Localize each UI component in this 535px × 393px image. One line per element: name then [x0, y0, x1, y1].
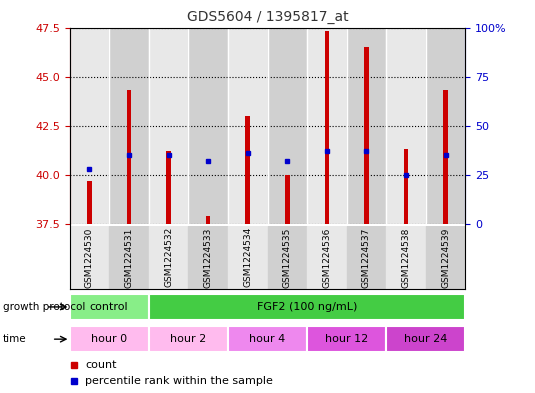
Text: count: count	[86, 360, 117, 370]
Bar	[70, 226, 109, 289]
Text: GSM1224533: GSM1224533	[204, 227, 212, 288]
Bar	[109, 28, 149, 224]
Text: hour 2: hour 2	[170, 334, 207, 344]
Text: GSM1224536: GSM1224536	[323, 227, 331, 288]
Bar	[70, 294, 149, 320]
Bar	[285, 175, 289, 224]
Bar	[307, 226, 347, 289]
Bar	[347, 226, 386, 289]
Bar	[87, 181, 91, 224]
Text: GSM1224535: GSM1224535	[283, 227, 292, 288]
Bar	[70, 28, 109, 224]
Text: growth protocol: growth protocol	[3, 302, 85, 312]
Bar	[228, 28, 268, 224]
Bar	[347, 28, 386, 224]
Text: hour 24: hour 24	[404, 334, 448, 344]
Bar	[109, 226, 149, 289]
Bar	[188, 28, 228, 224]
Bar	[149, 327, 228, 352]
Text: hour 0: hour 0	[91, 334, 127, 344]
Bar	[426, 226, 465, 289]
Text: GSM1224530: GSM1224530	[85, 227, 94, 288]
Bar	[386, 226, 426, 289]
Bar	[404, 149, 408, 224]
Text: GSM1224531: GSM1224531	[125, 227, 133, 288]
Bar	[386, 28, 426, 224]
Text: GSM1224532: GSM1224532	[164, 227, 173, 288]
Bar	[127, 90, 131, 224]
Text: GDS5604 / 1395817_at: GDS5604 / 1395817_at	[187, 10, 348, 24]
Text: GSM1224539: GSM1224539	[441, 227, 450, 288]
Text: time: time	[3, 334, 26, 344]
Bar	[307, 327, 386, 352]
Text: GSM1224534: GSM1224534	[243, 227, 252, 288]
Bar	[386, 327, 465, 352]
Bar	[166, 151, 171, 224]
Text: control: control	[90, 302, 128, 312]
Bar	[307, 28, 347, 224]
Text: hour 12: hour 12	[325, 334, 368, 344]
Bar	[149, 294, 465, 320]
Text: FGF2 (100 ng/mL): FGF2 (100 ng/mL)	[257, 302, 357, 312]
Bar	[444, 90, 448, 224]
Bar	[268, 28, 307, 224]
Bar	[70, 327, 149, 352]
Bar	[206, 216, 210, 224]
Bar	[268, 226, 307, 289]
Bar	[228, 327, 307, 352]
Bar	[188, 226, 228, 289]
Bar	[228, 226, 268, 289]
Bar	[325, 31, 329, 224]
Text: GSM1224537: GSM1224537	[362, 227, 371, 288]
Bar	[364, 47, 369, 224]
Text: percentile rank within the sample: percentile rank within the sample	[86, 376, 273, 386]
Text: hour 4: hour 4	[249, 334, 286, 344]
Bar	[426, 28, 465, 224]
Bar	[246, 116, 250, 224]
Text: GSM1224538: GSM1224538	[402, 227, 410, 288]
Bar	[149, 28, 188, 224]
Bar	[149, 226, 188, 289]
